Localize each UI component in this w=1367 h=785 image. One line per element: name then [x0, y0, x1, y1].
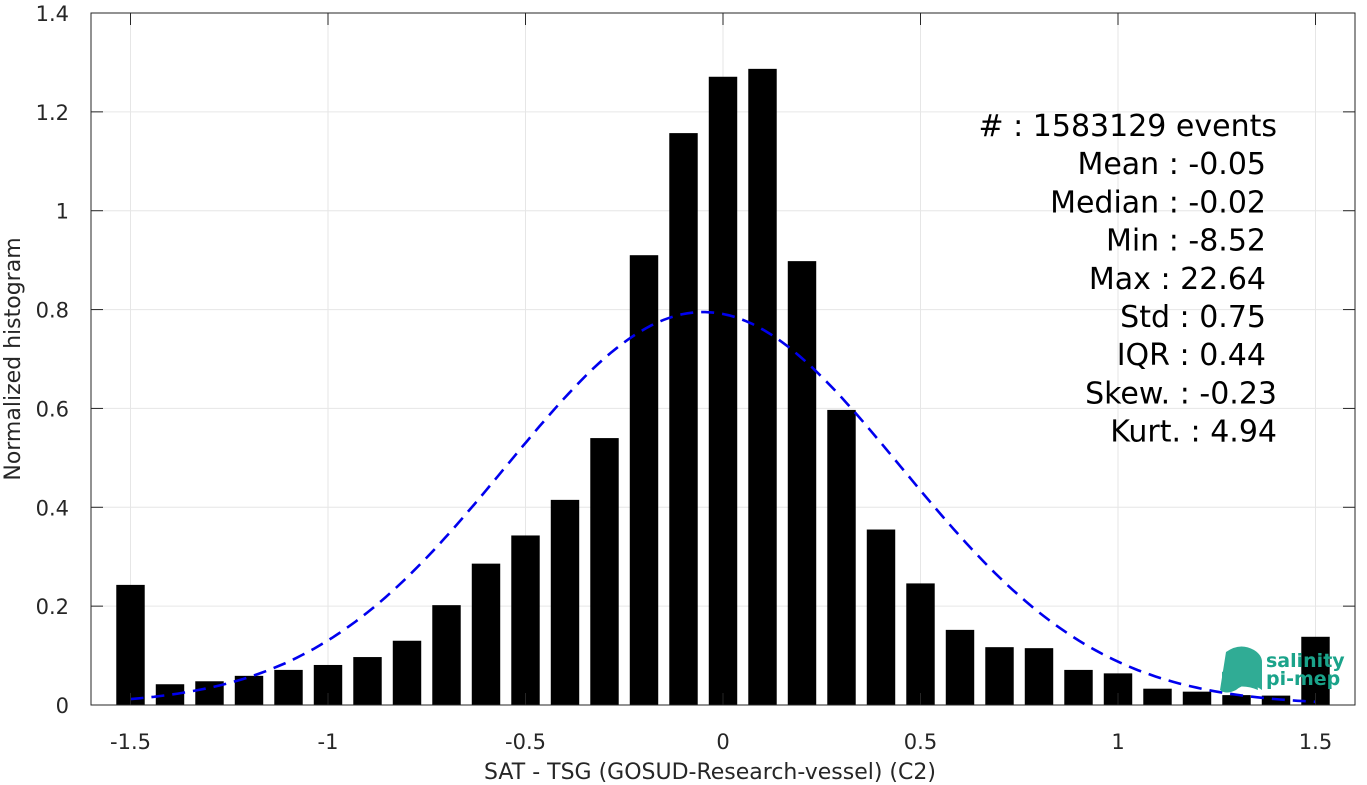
y-tick-label: 0	[56, 694, 69, 718]
histogram-bar	[1064, 669, 1093, 705]
y-tick-label: 0.4	[36, 496, 69, 520]
x-axis-label: SAT - TSG (GOSUD-Research-vessel) (C2)	[484, 760, 936, 785]
histogram-bar	[827, 409, 856, 705]
histogram-bar	[866, 529, 896, 705]
x-tick-label: 1	[1111, 730, 1124, 754]
y-tick-labels: 0 0.2 0.4 0.6 0.8 1 1.2 1.4	[36, 2, 69, 718]
gaussian-fit-curve	[130, 310, 1316, 704]
histogram-bar	[550, 499, 580, 705]
histogram-bar	[1222, 695, 1251, 705]
logo-wave-icon	[1220, 646, 1262, 693]
y-axis-label: Normalized histogram	[1, 237, 26, 480]
logo-text-line2: pi-mep	[1266, 668, 1340, 690]
histogram-bar	[1024, 648, 1054, 705]
histogram-bar	[985, 647, 1014, 705]
x-tick-label: -0.5	[505, 730, 546, 754]
histogram-bars	[116, 68, 1330, 705]
histogram-bar	[708, 76, 738, 705]
x-tick-label: 0	[716, 730, 729, 754]
histogram-bar	[787, 261, 817, 705]
histogram-bar	[629, 255, 659, 705]
y-tick-label: 1	[56, 200, 69, 224]
x-tick-label: 1.5	[1299, 730, 1332, 754]
stat-line: Std : 0.75	[1120, 300, 1266, 335]
stat-line: Median : -0.02	[1050, 185, 1266, 220]
x-tick-label: -1	[318, 730, 339, 754]
stat-line: IQR : 0.44	[1117, 338, 1266, 373]
stat-line: # : 1583129 events	[978, 109, 1277, 144]
histogram-bar	[116, 584, 145, 705]
histogram-bar	[906, 583, 935, 705]
stat-line: Mean : -0.05	[1077, 147, 1266, 182]
stat-line: Skew. : -0.23	[1085, 376, 1277, 411]
histogram-bar	[432, 605, 461, 705]
logo-text-line1: salinity	[1266, 650, 1345, 672]
x-tick-label: 0.5	[904, 730, 937, 754]
salinity-pimep-logo: salinity pi-mep	[1220, 646, 1345, 693]
axis-ticks	[91, 12, 1355, 706]
histogram-bar	[669, 133, 698, 705]
histogram-bar	[274, 669, 303, 705]
y-tick-label: 0.8	[36, 299, 69, 323]
x-tick-labels: -1.5 -1 -0.5 0 0.5 1 1.5	[110, 730, 1332, 754]
histogram-bar	[945, 629, 975, 705]
y-tick-label: 0.2	[36, 595, 69, 619]
x-tick-label: -1.5	[110, 730, 151, 754]
histogram-bar	[1182, 691, 1212, 705]
histogram-bar	[1143, 688, 1172, 705]
y-tick-label: 1.2	[36, 101, 69, 125]
y-tick-label: 1.4	[36, 2, 69, 26]
histogram-bar	[155, 684, 185, 705]
histogram-bar	[748, 68, 777, 705]
histogram-bar	[511, 535, 540, 705]
histogram-bar	[590, 438, 619, 705]
histogram-bar	[353, 657, 382, 705]
stat-line: Kurt. : 4.94	[1110, 415, 1277, 450]
histogram-bar	[392, 640, 422, 705]
stat-line: Min : -8.52	[1106, 224, 1266, 259]
stat-line: Max : 22.64	[1089, 262, 1266, 297]
y-tick-label: 0.6	[36, 397, 69, 421]
histogram-bar	[471, 563, 501, 705]
